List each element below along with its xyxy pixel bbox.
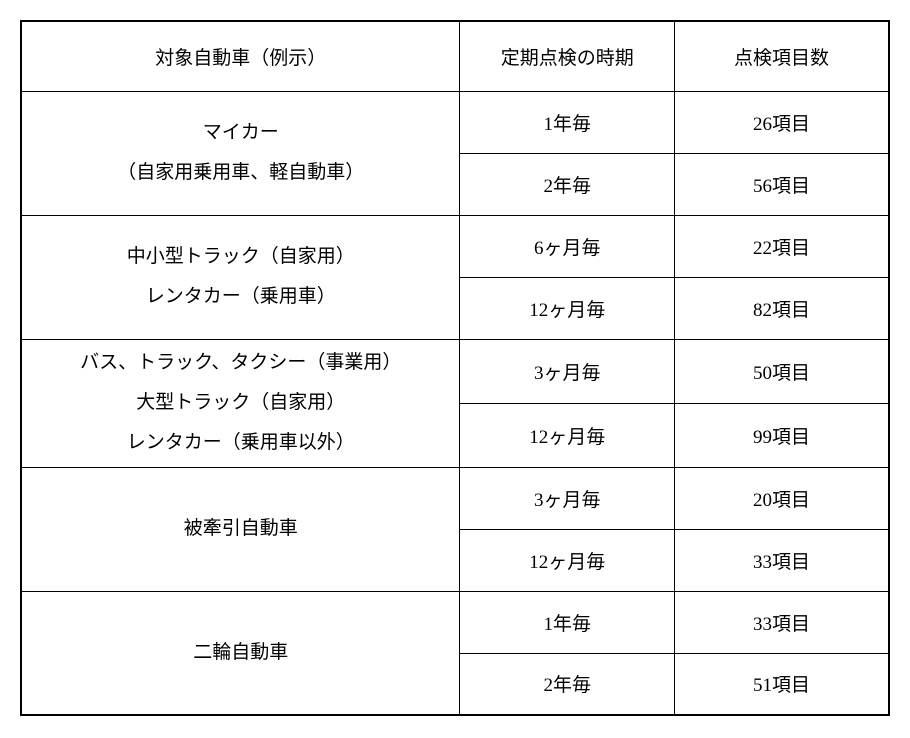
vehicle-category: バス、トラック、タクシー（事業用） 大型トラック（自家用） レンタカー（乗用車以… bbox=[21, 339, 460, 467]
vehicle-category: 二輪自動車 bbox=[21, 591, 460, 715]
items-cell: 22項目 bbox=[674, 215, 889, 277]
items-cell: 20項目 bbox=[674, 467, 889, 529]
col-header-items: 点検項目数 bbox=[674, 21, 889, 91]
vehicle-category: 被牽引自動車 bbox=[21, 467, 460, 591]
table-row: バス、トラック、タクシー（事業用） 大型トラック（自家用） レンタカー（乗用車以… bbox=[21, 339, 889, 403]
table-row: マイカー （自家用乗用車、軽自動車） 1年毎 26項目 bbox=[21, 91, 889, 153]
vehicle-category: 中小型トラック（自家用） レンタカー（乗用車） bbox=[21, 215, 460, 339]
table-header-row: 対象自動車（例示） 定期点検の時期 点検項目数 bbox=[21, 21, 889, 91]
items-cell: 50項目 bbox=[674, 339, 889, 403]
inspection-table: 対象自動車（例示） 定期点検の時期 点検項目数 マイカー （自家用乗用車、軽自動… bbox=[20, 20, 890, 716]
period-cell: 12ヶ月毎 bbox=[460, 403, 675, 467]
period-cell: 12ヶ月毎 bbox=[460, 277, 675, 339]
items-cell: 56項目 bbox=[674, 153, 889, 215]
period-cell: 6ヶ月毎 bbox=[460, 215, 675, 277]
period-cell: 1年毎 bbox=[460, 591, 675, 653]
table-row: 被牽引自動車 3ヶ月毎 20項目 bbox=[21, 467, 889, 529]
period-cell: 3ヶ月毎 bbox=[460, 467, 675, 529]
col-header-vehicle: 対象自動車（例示） bbox=[21, 21, 460, 91]
col-header-period: 定期点検の時期 bbox=[460, 21, 675, 91]
period-cell: 2年毎 bbox=[460, 153, 675, 215]
vehicle-category: マイカー （自家用乗用車、軽自動車） bbox=[21, 91, 460, 215]
period-cell: 1年毎 bbox=[460, 91, 675, 153]
period-cell: 3ヶ月毎 bbox=[460, 339, 675, 403]
items-cell: 33項目 bbox=[674, 591, 889, 653]
table-row: 二輪自動車 1年毎 33項目 bbox=[21, 591, 889, 653]
items-cell: 99項目 bbox=[674, 403, 889, 467]
items-cell: 26項目 bbox=[674, 91, 889, 153]
items-cell: 82項目 bbox=[674, 277, 889, 339]
period-cell: 2年毎 bbox=[460, 653, 675, 715]
items-cell: 33項目 bbox=[674, 529, 889, 591]
table-row: 中小型トラック（自家用） レンタカー（乗用車） 6ヶ月毎 22項目 bbox=[21, 215, 889, 277]
items-cell: 51項目 bbox=[674, 653, 889, 715]
period-cell: 12ヶ月毎 bbox=[460, 529, 675, 591]
